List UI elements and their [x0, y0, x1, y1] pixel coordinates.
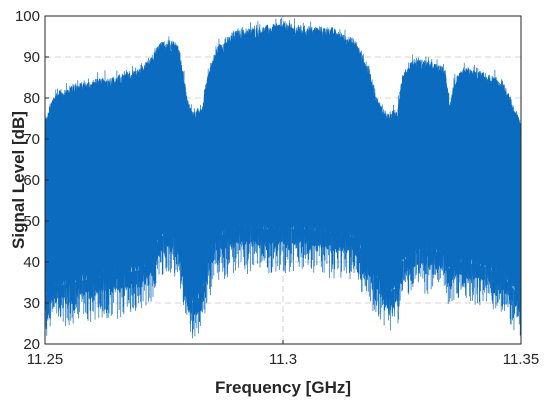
y-tick-label: 100 — [15, 8, 40, 25]
y-tick-label: 40 — [23, 254, 40, 271]
y-tick-label: 90 — [23, 49, 40, 66]
x-tick-label: 11.25 — [27, 351, 63, 368]
y-axis-ticks: 20 30 40 50 60 70 80 90 100 — [15, 8, 49, 353]
spectrum-peak-spikes — [45, 17, 521, 131]
y-axis-title: Signal Level [dB] — [9, 111, 28, 249]
x-tick-label: 11.35 — [503, 351, 539, 368]
y-tick-label: 60 — [23, 172, 40, 189]
x-tick-label: 11.3 — [269, 351, 297, 368]
y-tick-label: 20 — [23, 336, 40, 353]
y-tick-label: 30 — [23, 295, 40, 312]
x-axis-ticks: 11.25 11.3 11.35 — [27, 340, 539, 368]
y-tick-label: 70 — [23, 131, 40, 148]
y-tick-label: 80 — [23, 90, 40, 107]
spectrum-envelope — [45, 22, 521, 317]
y-tick-label: 50 — [23, 213, 40, 230]
plot-area — [45, 17, 521, 339]
x-axis-title: Frequency [GHz] — [215, 378, 351, 397]
